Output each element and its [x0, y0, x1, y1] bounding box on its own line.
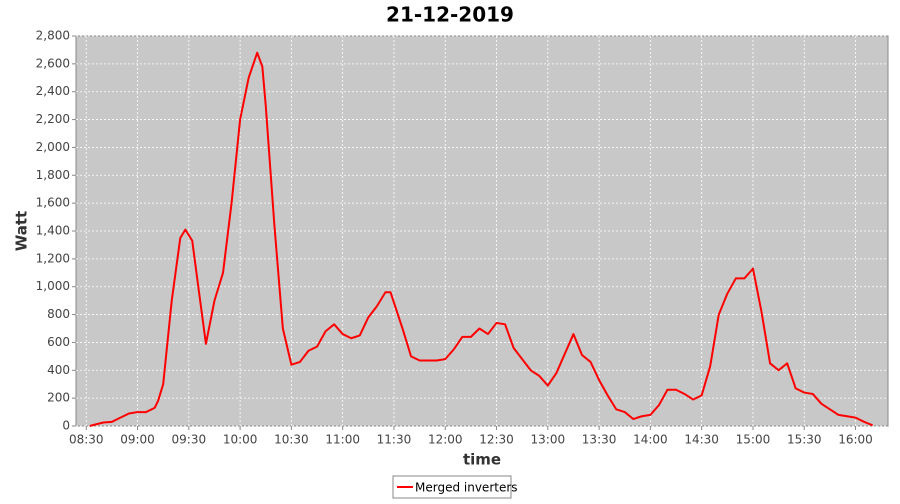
y-tick-label: 800 [47, 307, 70, 321]
x-tick-label: 14:30 [684, 433, 719, 447]
x-tick-label: 12:00 [428, 433, 463, 447]
x-tick-label: 08:30 [69, 433, 104, 447]
chart-title: 21-12-2019 [386, 3, 514, 27]
y-tick-label: 1,400 [36, 224, 70, 238]
y-tick-label: 2,000 [36, 140, 70, 154]
legend-box [392, 475, 512, 499]
series-line [89, 51, 873, 427]
x-tick-label: 09:00 [120, 433, 155, 447]
y-tick-label: 0 [62, 419, 70, 433]
legend-label: Merged inverters [415, 481, 518, 495]
y-tick-label: 200 [47, 391, 70, 405]
x-tick-label: 13:30 [582, 433, 617, 447]
x-tick-label: 11:30 [377, 433, 412, 447]
x-tick-label: 16:00 [838, 433, 873, 447]
x-tick-label: 13:00 [531, 433, 566, 447]
y-tick-label: 600 [47, 335, 70, 349]
y-tick-label: 400 [47, 363, 70, 377]
x-tick-label: 12:30 [479, 433, 514, 447]
y-tick-label: 2,400 [36, 84, 70, 98]
x-axis-label: time [463, 451, 501, 469]
x-tick-label: 15:30 [787, 433, 822, 447]
x-tick-label: 10:00 [223, 433, 258, 447]
y-tick-label: 1,800 [36, 168, 70, 182]
x-tick-label: 10:30 [274, 433, 309, 447]
x-tick-label: 15:00 [736, 433, 771, 447]
x-tick-label: 14:00 [633, 433, 668, 447]
y-axis-label: Watt [13, 211, 31, 251]
y-tick-label: 2,200 [36, 112, 70, 126]
y-tick-label: 1,600 [36, 196, 70, 210]
x-tick-label: 09:30 [172, 433, 207, 447]
y-tick-label: 1,200 [36, 251, 70, 265]
x-tick-label: 11:00 [325, 433, 360, 447]
y-tick-label: 2,800 [36, 29, 70, 43]
y-tick-label: 1,000 [36, 279, 70, 293]
y-tick-label: 2,600 [36, 56, 70, 70]
